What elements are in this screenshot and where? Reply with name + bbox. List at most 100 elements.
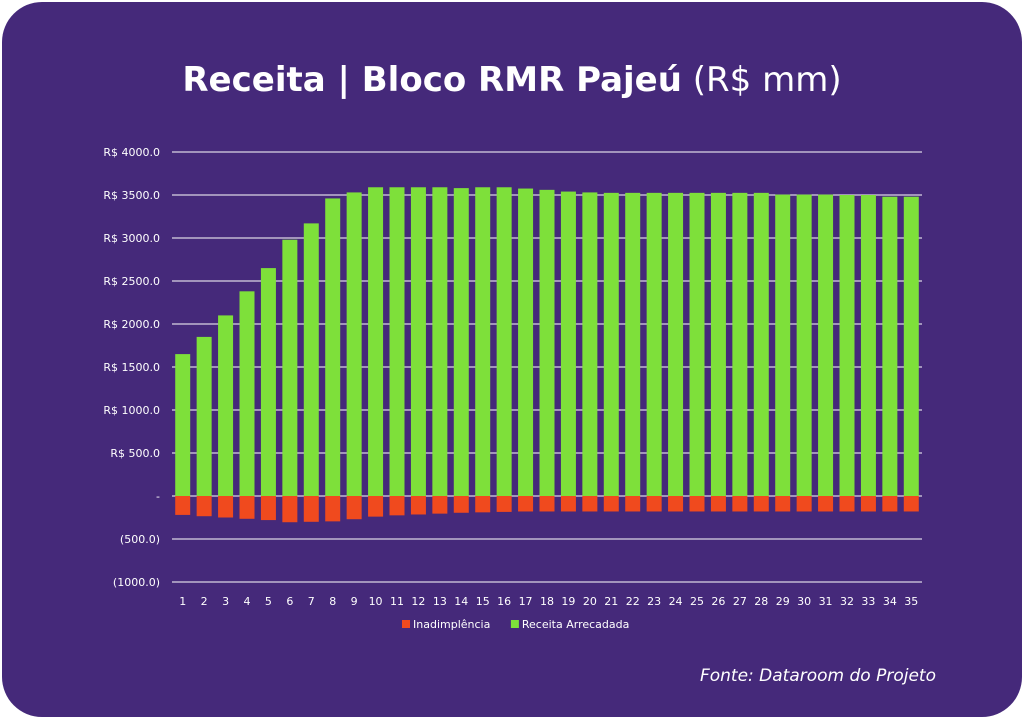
y-tick-label: R$ 4000.0 [103,146,160,159]
x-tick-label: 7 [308,595,315,608]
bar-receita [732,192,748,496]
bar-inadimplencia [903,496,919,512]
x-tick-label: 10 [369,595,383,608]
y-tick-label: R$ 2000.0 [103,318,160,331]
bar-inadimplencia [882,496,898,512]
x-tick-label: 35 [904,595,918,608]
chart-title: Receita | Bloco RMR Pajeú (R$ mm) [2,58,1022,102]
x-tick-label: 9 [351,595,358,608]
x-tick-label: 13 [433,595,447,608]
bar-receita [603,192,619,496]
x-tick-label: 16 [497,595,511,608]
x-tick-label: 2 [201,595,208,608]
x-tick-label: 3 [222,595,229,608]
bar-inadimplencia [496,496,512,512]
x-tick-label: 14 [454,595,468,608]
x-tick-label: 32 [840,595,854,608]
bar-receita [175,354,191,496]
x-tick-label: 11 [390,595,404,608]
bar-inadimplencia [175,496,191,515]
x-tick-label: 22 [626,595,640,608]
bar-inadimplencia [839,496,855,512]
bar-receita [325,198,341,496]
bar-inadimplencia [582,496,598,512]
x-tick-label: 21 [604,595,618,608]
bar-inadimplencia [389,496,405,516]
y-tick-label: R$ 3500.0 [103,189,160,202]
legend-label-receita: Receita Arrecadada [522,618,629,631]
bar-receita [196,336,212,496]
x-tick-label: 1 [179,595,186,608]
y-tick-label: R$ 1000.0 [103,404,160,417]
bar-inadimplencia [732,496,748,512]
bar-receita [839,195,855,496]
bar-receita [646,192,662,496]
legend-swatch-inadimplencia [402,620,410,628]
bar-receita [796,194,812,496]
source-note: Fonte: Dataroom do Projeto [699,666,936,686]
bar-inadimplencia [260,496,276,521]
bar-receita [239,291,255,496]
bar-receita [625,192,641,496]
bar-inadimplencia [689,496,705,512]
bar-receita [218,315,234,496]
bar-receita [410,187,426,496]
y-tick-label: - [156,490,160,503]
bar-receita [903,196,919,496]
bar-receita [303,223,319,496]
bar-inadimplencia [196,496,212,517]
x-tick-label: 24 [669,595,683,608]
legend-swatch-receita [510,620,519,628]
bar-receita [860,195,876,496]
y-tick-label: (1000.0) [113,576,160,589]
bar-receita [389,187,405,496]
bar-receita [475,187,491,496]
x-tick-label: 18 [540,595,554,608]
bar-receita [582,192,598,497]
bar-inadimplencia [368,496,384,517]
bar-inadimplencia [518,496,534,512]
y-tick-label: (500.0) [120,533,160,546]
y-tick-label: R$ 1500.0 [103,361,160,374]
bar-inadimplencia [325,496,341,522]
x-tick-label: 26 [711,595,725,608]
bar-receita [775,194,791,496]
bar-receita [282,239,298,496]
bar-receita [432,187,448,496]
x-tick-label: 8 [329,595,336,608]
bar-receita [518,188,534,497]
x-tick-label: 31 [819,595,833,608]
bar-inadimplencia [603,496,619,512]
bar-inadimplencia [646,496,662,512]
y-tick-label: R$ 500.0 [110,447,160,460]
x-tick-label: 5 [265,595,272,608]
x-tick-label: 33 [861,595,875,608]
bar-receita [753,192,769,496]
bar-inadimplencia [625,496,641,512]
bar-receita [818,194,834,496]
x-tick-label: 17 [519,595,533,608]
bar-receita [496,187,512,496]
bar-inadimplencia [475,496,491,513]
bar-receita [346,192,362,497]
bar-receita [560,191,576,496]
x-tick-label: 34 [883,595,897,608]
bar-receita [539,189,555,496]
bar-inadimplencia [282,496,298,523]
bar-inadimplencia [410,496,426,515]
x-tick-label: 25 [690,595,704,608]
bar-inadimplencia [710,496,726,512]
bar-inadimplencia [775,496,791,512]
bar-inadimplencia [239,496,255,519]
bar-receita [668,192,684,496]
bar-inadimplencia [539,496,555,512]
chart-title-main: Receita | Bloco RMR Pajeú [182,60,682,100]
bar-receita [689,192,705,496]
x-tick-label: 19 [561,595,575,608]
bar-receita [368,187,384,496]
x-tick-label: 4 [244,595,251,608]
bar-inadimplencia [218,496,234,518]
bar-inadimplencia [303,496,319,522]
bar-inadimplencia [346,496,362,520]
